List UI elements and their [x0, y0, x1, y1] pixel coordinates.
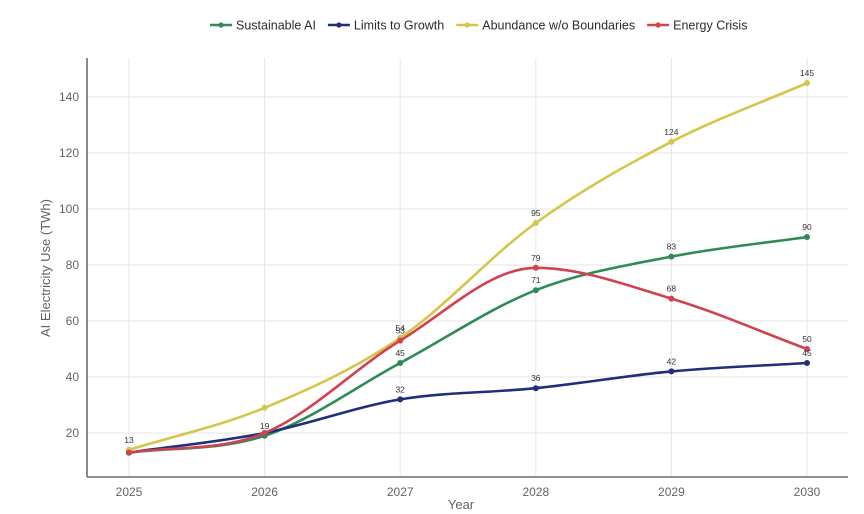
data-label: 53 — [395, 326, 405, 336]
data-label: 42 — [667, 356, 677, 366]
data-point[interactable] — [397, 396, 404, 403]
x-tick-labels: 2025 2026 2027 2028 2029 2030 — [116, 485, 821, 499]
data-label: 145 — [800, 68, 814, 78]
x-tick-label: 2028 — [522, 485, 549, 499]
legend-item-sustainable-ai[interactable]: Sustainable AI — [210, 19, 316, 33]
data-label: 124 — [664, 127, 678, 137]
data-label: 19 — [260, 421, 270, 431]
data-point[interactable] — [397, 360, 404, 366]
series-energy-crisis — [126, 264, 810, 456]
series-sustainable-ai — [126, 234, 810, 456]
data-label: 90 — [802, 222, 812, 232]
x-tick-label: 2030 — [794, 485, 821, 499]
data-label: 79 — [531, 253, 541, 263]
data-point[interactable] — [668, 138, 675, 145]
y-tick-label: 80 — [66, 258, 80, 272]
y-axis-title: AI Electricity Use (TWh) — [38, 199, 53, 337]
data-point[interactable] — [804, 360, 810, 366]
series-line — [127, 361, 809, 454]
data-label: 45 — [802, 348, 812, 358]
data-point[interactable] — [532, 287, 539, 294]
legend-item-limits-to-growth[interactable]: Limits to Growth — [327, 19, 444, 33]
x-tick-label: 2025 — [116, 485, 143, 499]
data-label: 32 — [395, 384, 405, 394]
series — [126, 80, 810, 456]
legend-label: Limits to Growth — [354, 19, 444, 33]
x-axis-title: Year — [448, 497, 475, 512]
legend-item-abundance-w-o-boundaries[interactable]: Abundance w/o Boundaries — [456, 19, 635, 33]
legend-label: Sustainable AI — [236, 19, 316, 33]
data-point[interactable] — [668, 253, 675, 260]
x-tick-label: 2027 — [387, 485, 414, 499]
data-point[interactable] — [126, 449, 132, 456]
data-label: 71 — [531, 275, 541, 285]
x-tick-label: 2029 — [658, 485, 685, 499]
data-label: 50 — [802, 334, 812, 344]
data-label: 45 — [395, 348, 405, 358]
data-point[interactable] — [532, 264, 539, 271]
y-tick-label: 40 — [66, 370, 80, 384]
data-point[interactable] — [804, 80, 810, 86]
y-tick-label: 140 — [59, 90, 79, 104]
data-point[interactable] — [668, 295, 675, 302]
series-abundance-w-o-boundaries — [126, 80, 810, 453]
series-line — [127, 81, 809, 452]
legend-label: Abundance w/o Boundaries — [482, 19, 635, 33]
data-label: 13 — [124, 435, 134, 445]
data-label: 54 — [395, 323, 405, 333]
data-point[interactable] — [261, 404, 268, 411]
series-limits-to-growth — [126, 360, 810, 456]
legend-item-energy-crisis[interactable]: Energy Crisis — [647, 19, 747, 33]
data-point[interactable] — [532, 385, 539, 392]
gridlines — [87, 58, 848, 477]
data-labels: 19 45 71 83 90 32 36 42 45 13 54 95 124 145 53 79 68 50 — [124, 68, 814, 445]
y-tick-labels: 20 40 60 80 100 120 140 — [59, 90, 79, 440]
data-point[interactable] — [397, 337, 404, 344]
data-label: 95 — [531, 208, 541, 218]
data-label: 68 — [667, 284, 677, 294]
legend-marker — [464, 22, 470, 28]
data-point[interactable] — [532, 220, 539, 226]
legend: Sustainable AI Limits to Growth Abundance … — [210, 19, 747, 33]
series-line — [127, 235, 809, 454]
data-point[interactable] — [804, 234, 810, 240]
legend-marker — [218, 22, 224, 28]
legend-label: Energy Crisis — [673, 19, 747, 33]
x-tick-label: 2026 — [251, 485, 278, 499]
series-line — [127, 266, 809, 454]
legend-marker — [336, 22, 342, 28]
data-point[interactable] — [804, 346, 810, 352]
data-label: 83 — [667, 242, 677, 252]
axes — [86, 58, 848, 478]
data-point[interactable] — [261, 430, 268, 436]
legend-marker — [655, 22, 661, 28]
y-tick-label: 100 — [59, 202, 79, 216]
y-tick-label: 60 — [66, 314, 80, 328]
data-point[interactable] — [668, 368, 675, 375]
data-label: 36 — [531, 373, 541, 383]
y-tick-label: 120 — [59, 146, 79, 160]
y-tick-label: 20 — [66, 426, 80, 440]
